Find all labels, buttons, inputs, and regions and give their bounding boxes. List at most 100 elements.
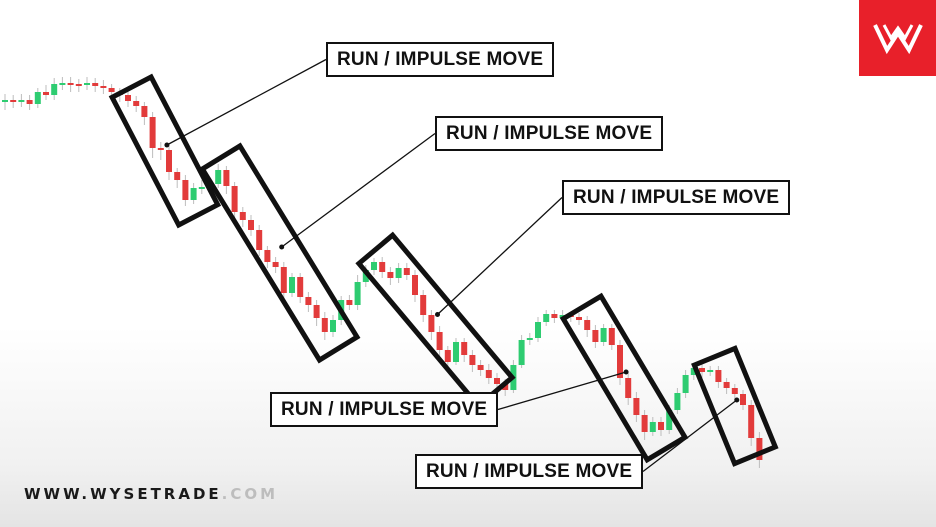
footer-url-tld: .COM bbox=[221, 485, 279, 503]
bull-candle bbox=[289, 277, 295, 293]
bull-candle bbox=[84, 83, 90, 85]
bear-candle bbox=[444, 350, 451, 362]
bear-candle bbox=[239, 212, 246, 220]
bull-candle bbox=[666, 410, 673, 430]
bear-candle bbox=[592, 330, 599, 342]
callout-anchor-dot bbox=[734, 397, 740, 403]
impulse-callout-5: RUN / IMPULSE MOVE bbox=[415, 454, 644, 489]
bear-candle bbox=[584, 320, 591, 330]
bull-candle bbox=[707, 370, 714, 372]
bear-candle bbox=[387, 272, 394, 278]
bear-candle bbox=[43, 92, 49, 95]
bull-candle bbox=[51, 84, 58, 95]
bear-candle bbox=[617, 345, 623, 378]
bear-candle bbox=[699, 368, 705, 372]
bear-candle bbox=[641, 415, 648, 432]
bear-candle bbox=[141, 106, 148, 117]
bear-candle bbox=[469, 355, 476, 365]
callout-anchor-dot bbox=[435, 312, 440, 317]
bull-candle bbox=[600, 328, 607, 342]
bear-candle bbox=[67, 83, 74, 85]
bull-candle bbox=[649, 422, 656, 432]
bear-candle bbox=[485, 370, 492, 378]
bull-candle bbox=[330, 320, 336, 332]
callout-anchor-dot bbox=[164, 142, 170, 148]
bear-candle bbox=[174, 172, 181, 180]
bear-candle bbox=[633, 398, 640, 415]
bull-candle bbox=[690, 368, 697, 375]
bear-candle bbox=[26, 100, 33, 104]
bear-candle bbox=[305, 297, 312, 305]
bull-candle bbox=[354, 282, 361, 305]
wysetrade-logo[interactable] bbox=[859, 0, 936, 76]
bear-candle bbox=[551, 314, 558, 318]
bear-candle bbox=[494, 378, 500, 384]
callout-leader-line bbox=[497, 371, 627, 411]
bear-candle bbox=[748, 405, 755, 438]
bear-candle bbox=[658, 422, 664, 430]
bear-candle bbox=[248, 220, 254, 230]
wysetrade-w-logo-icon bbox=[872, 24, 923, 55]
bear-candle bbox=[313, 305, 320, 318]
bull-candle bbox=[190, 188, 197, 200]
bear-candle bbox=[256, 230, 263, 250]
callout-leaders bbox=[164, 58, 740, 473]
bull-candle bbox=[215, 170, 222, 184]
bear-candle bbox=[576, 317, 582, 320]
bear-candle bbox=[231, 186, 238, 212]
impulse-callout-2: RUN / IMPULSE MOVE bbox=[435, 116, 664, 151]
bear-candle bbox=[264, 250, 271, 262]
bear-candle bbox=[731, 388, 738, 394]
bear-candle bbox=[149, 117, 156, 148]
bear-candle bbox=[428, 315, 435, 332]
bull-candle bbox=[198, 187, 205, 189]
bear-candle bbox=[461, 342, 468, 355]
bear-candle bbox=[723, 382, 730, 388]
bear-candle bbox=[477, 365, 484, 370]
callout-leader-line bbox=[642, 399, 738, 473]
impulse-box-1 bbox=[108, 73, 222, 229]
footer-url-main: WWW.WYSETRADE bbox=[24, 485, 222, 503]
impulse-callout-1: RUN / IMPULSE MOVE bbox=[326, 42, 555, 77]
bear-candle bbox=[157, 148, 164, 150]
footer-url: WWW.WYSETRADE.COM bbox=[24, 485, 278, 503]
bear-candle bbox=[756, 438, 763, 460]
bull-candle bbox=[518, 340, 525, 365]
bull-candle bbox=[362, 270, 369, 282]
impulse-box-4 bbox=[559, 292, 689, 464]
bear-candle bbox=[436, 332, 443, 350]
bear-candle bbox=[321, 318, 328, 332]
bear-candle bbox=[740, 394, 746, 405]
bear-candle bbox=[280, 267, 287, 293]
bull-candle bbox=[395, 268, 402, 278]
candles-group bbox=[2, 77, 763, 468]
bear-candle bbox=[125, 95, 131, 101]
bear-candle bbox=[75, 84, 82, 86]
bear-candle bbox=[133, 101, 140, 106]
bear-candle bbox=[223, 170, 230, 186]
callout-leader-line bbox=[166, 58, 327, 146]
bull-candle bbox=[371, 262, 377, 270]
bull-candle bbox=[18, 100, 25, 102]
bull-candle bbox=[453, 342, 459, 362]
impulse-box-3 bbox=[355, 231, 516, 410]
impulse-box-2 bbox=[198, 142, 361, 364]
bull-candle bbox=[674, 393, 681, 410]
callout-leader-line bbox=[281, 132, 436, 248]
bear-candle bbox=[100, 86, 107, 88]
bull-candle bbox=[59, 83, 66, 85]
bear-candle bbox=[608, 328, 615, 345]
bear-candle bbox=[346, 300, 353, 305]
bear-candle bbox=[108, 88, 115, 92]
bull-candle bbox=[535, 322, 541, 338]
impulse-callout-4: RUN / IMPULSE MOVE bbox=[270, 392, 499, 427]
bear-candle bbox=[420, 295, 427, 315]
bear-candle bbox=[403, 268, 410, 275]
bear-candle bbox=[625, 378, 632, 398]
impulse-boxes bbox=[108, 73, 779, 467]
bear-candle bbox=[166, 150, 172, 172]
bear-candle bbox=[10, 100, 17, 102]
bear-candle bbox=[715, 370, 722, 382]
bull-candle bbox=[34, 92, 41, 104]
